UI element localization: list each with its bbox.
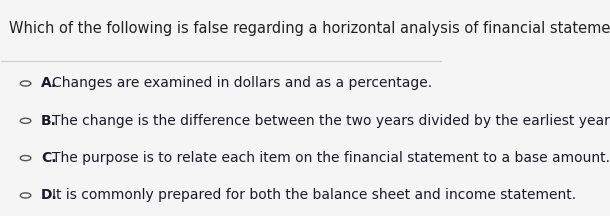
Text: A.: A. (41, 76, 57, 91)
Text: D.: D. (41, 188, 58, 202)
Text: C.: C. (41, 151, 57, 165)
Text: The change is the difference between the two years divided by the earliest year.: The change is the difference between the… (52, 114, 610, 128)
Text: The purpose is to relate each item on the financial statement to a base amount.: The purpose is to relate each item on th… (52, 151, 610, 165)
Text: Changes are examined in dollars and as a percentage.: Changes are examined in dollars and as a… (52, 76, 432, 91)
Text: Which of the following is false regarding a horizontal analysis of financial sta: Which of the following is false regardin… (9, 21, 610, 36)
Text: B.: B. (41, 114, 57, 128)
Text: It is commonly prepared for both the balance sheet and income statement.: It is commonly prepared for both the bal… (52, 188, 576, 202)
